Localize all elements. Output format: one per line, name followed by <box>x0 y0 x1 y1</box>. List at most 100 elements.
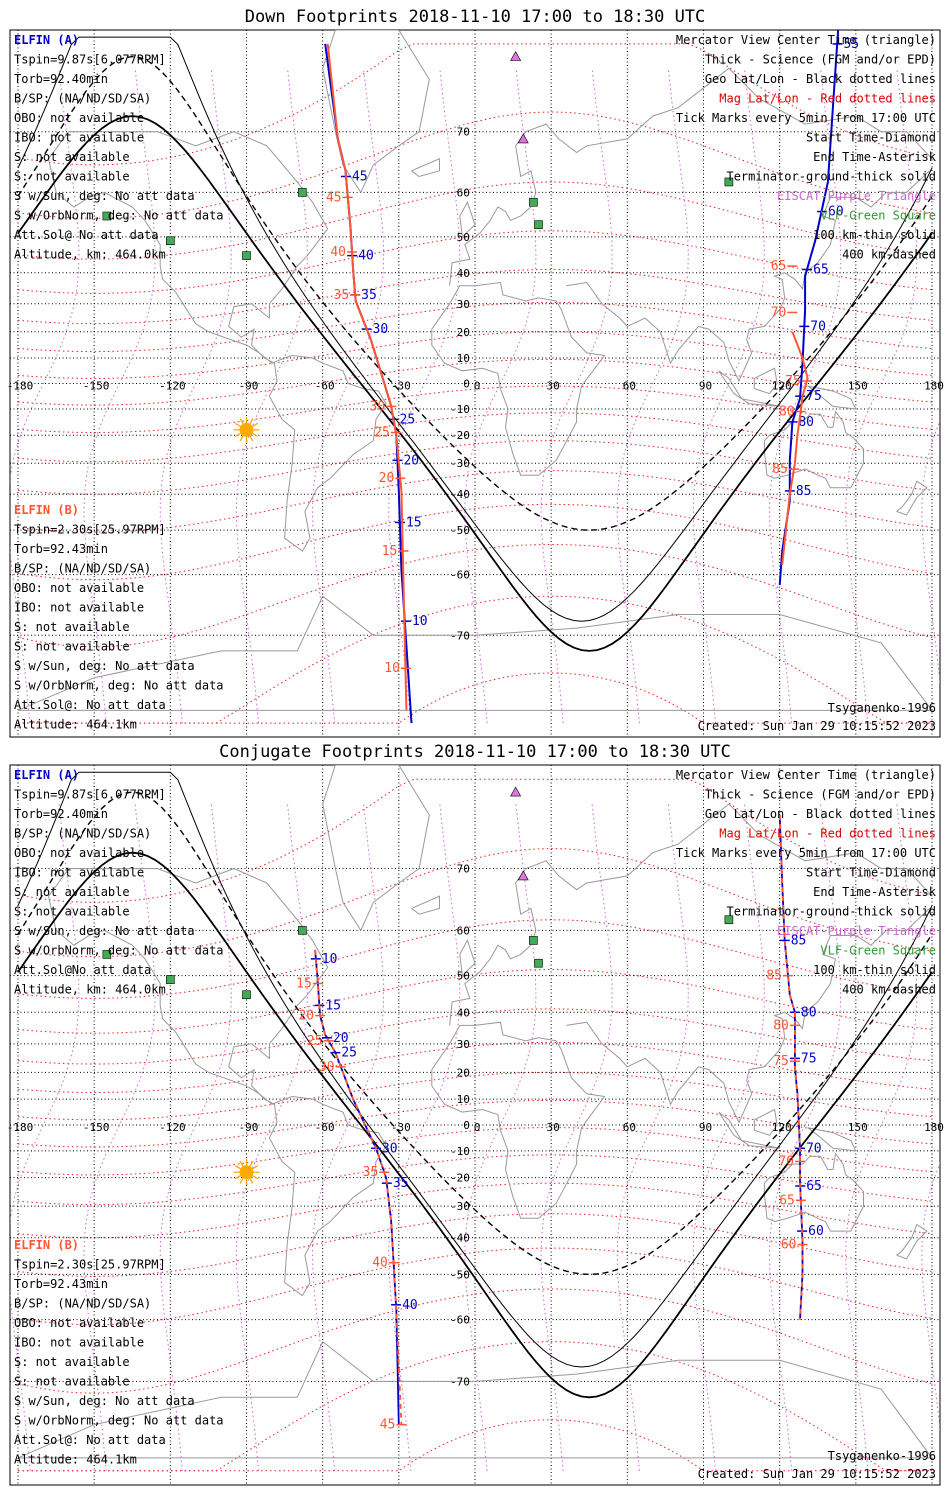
spacecraft-info-line: B/SP: (NA/ND/SD/SA) <box>14 562 151 576</box>
mag-lat-line <box>18 1341 932 1472</box>
sun-ray <box>252 1165 259 1170</box>
mag-lon-line <box>235 803 308 1471</box>
vlf-station-marker <box>242 990 251 1000</box>
x-tick-label: -90 <box>239 380 259 393</box>
spacecraft-info-line: S w/Sun, deg: No att data <box>14 659 195 673</box>
vlf-station-marker <box>102 950 112 959</box>
tick-minute-label: 20 <box>333 1031 349 1046</box>
legend-entry: Mag Lat/Lon - Red dotted lines <box>719 92 936 106</box>
y-tick-label: -20 <box>450 1172 470 1185</box>
x-tick-label: -60 <box>315 380 335 393</box>
mag-lon-line <box>540 803 613 1471</box>
coastline <box>807 1127 857 1152</box>
y-tick-label: 50 <box>457 970 470 983</box>
tick-minute-label: 15 <box>382 544 398 559</box>
legend-entry: Tick Marks every 5min from 17:00 UTC <box>676 111 936 125</box>
y-tick-label: 10 <box>457 352 470 365</box>
y-tick-label: 0 <box>463 378 470 391</box>
x-tick-label: 120 <box>772 380 792 393</box>
spacecraft-info-line: S w/OrbNorm, deg: No att data <box>14 679 224 693</box>
coastline <box>763 1152 864 1232</box>
trajectory-line <box>326 43 408 711</box>
tick-minute-label: 70 <box>806 1141 822 1156</box>
tick-minute-label: 75 <box>785 374 801 389</box>
tick-minute-label: 65 <box>806 1179 822 1194</box>
x-tick-label: -120 <box>159 380 186 393</box>
tick-minute-label: 85 <box>772 462 788 477</box>
y-tick-label: -20 <box>450 429 470 442</box>
spacecraft-info-line: S w/OrbNorm, deg: No att data <box>14 944 224 958</box>
tick-minute-label: 25 <box>374 426 390 441</box>
x-tick-label: 60 <box>623 380 636 393</box>
tick-minute-label: 85 <box>796 484 812 499</box>
coastline <box>718 1111 780 1149</box>
vlf-station-marker <box>166 975 175 984</box>
x-tick-label: -60 <box>315 1121 335 1134</box>
y-tick-label: -70 <box>450 629 470 642</box>
map-body: 1015202530354015202530354045606570758085… <box>10 765 940 1485</box>
legend-entry: EISCAT-Purple Triangle <box>777 189 936 203</box>
spacecraft-title: ELFIN (A) <box>14 768 79 782</box>
spacecraft-info-line: Att.Sol@No att data <box>14 963 151 977</box>
x-tick-label: 60 <box>623 1121 636 1134</box>
spacecraft-info-line: IBO: not available <box>14 601 144 615</box>
spacecraft-info-line: S: not available <box>14 170 130 184</box>
legend-entry: 100 km-thin solid <box>813 963 936 977</box>
mag-lat-line <box>17 230 933 294</box>
coastline <box>17 595 934 711</box>
spacecraft-info-line: Torb=92.43min <box>14 1277 108 1291</box>
spacecraft-title: ELFIN (A) <box>14 33 79 47</box>
legend-entry: End Time-Asterisk <box>813 150 937 164</box>
sun-ray <box>239 1177 244 1184</box>
spacecraft-info-line: IBO: not available <box>14 1336 144 1350</box>
map-panel-1: Down Footprints 2018-11-10 17:00 to 18:3… <box>7 7 944 738</box>
spacecraft-info-line: Tspin=2.30s[25.97RPM] <box>14 1258 166 1272</box>
trajectory-line <box>314 949 403 1425</box>
mag-lat-line <box>17 301 933 353</box>
x-tick-label: 90 <box>699 1121 712 1134</box>
tick-minute-label: 45 <box>326 190 342 205</box>
terminator-400km-curve <box>17 55 933 531</box>
vlf-station-marker <box>166 236 175 246</box>
legend-entry: Terminator-ground-thick solid <box>726 170 936 184</box>
tick-minute-label: 60 <box>781 1238 797 1253</box>
sun-ray <box>249 435 254 442</box>
spacecraft-info-line: OBO: not available <box>14 1316 144 1330</box>
spacecraft-info-line: Altitude, km: 464.0km <box>14 983 166 997</box>
coastline <box>566 170 930 383</box>
mag-lon-line <box>616 803 689 1471</box>
x-tick-label: 90 <box>699 380 712 393</box>
tick-minute-label: 75 <box>801 1051 817 1066</box>
y-tick-label: -10 <box>450 1145 470 1158</box>
spacecraft-info-line: Torb=92.43min <box>14 542 108 556</box>
tick-minute-label: 15 <box>406 515 422 530</box>
map-body: 10 15 20 25 30 35 40 45 10 15 20 25 30 35 40 45 55 60 65 70… <box>10 30 940 737</box>
tick-minute-label: 40 <box>330 245 346 260</box>
tick-minute-label: 45 <box>352 169 368 184</box>
sun-ray <box>252 1175 259 1180</box>
vlf-station-marker <box>534 958 543 968</box>
x-tick-label: 30 <box>547 1121 560 1134</box>
y-tick-label: -50 <box>450 524 470 537</box>
legend-entry: VLF-Green Square <box>820 944 936 958</box>
chart-title: Down Footprints 2018-11-10 17:00 to 18:3… <box>245 7 706 27</box>
mag-lon-line <box>312 68 385 724</box>
trajectory-line <box>781 331 809 565</box>
tick-minute-label: 35 <box>393 1176 409 1191</box>
legend-entry: Geo Lat/Lon - Black dotted lines <box>705 807 936 821</box>
tick-minute-label: 80 <box>801 1005 817 1020</box>
y-tick-label: -10 <box>450 403 470 416</box>
tick-minute-label: 85 <box>766 969 782 984</box>
eiscat-marker <box>517 133 529 144</box>
legend-entry: EISCAT-Purple Triangle <box>777 924 936 938</box>
sun-ray <box>249 418 254 425</box>
mag-lon-line <box>159 68 232 724</box>
mag-lat-line <box>17 43 933 166</box>
spacecraft-info-line: S w/Sun, deg: No att data <box>14 924 195 938</box>
legend-entry: VLF-Green Square <box>820 209 936 223</box>
sun-ray <box>234 1165 241 1170</box>
tick-minute-label: 30 <box>382 1141 398 1156</box>
sun-ray <box>239 1160 244 1167</box>
